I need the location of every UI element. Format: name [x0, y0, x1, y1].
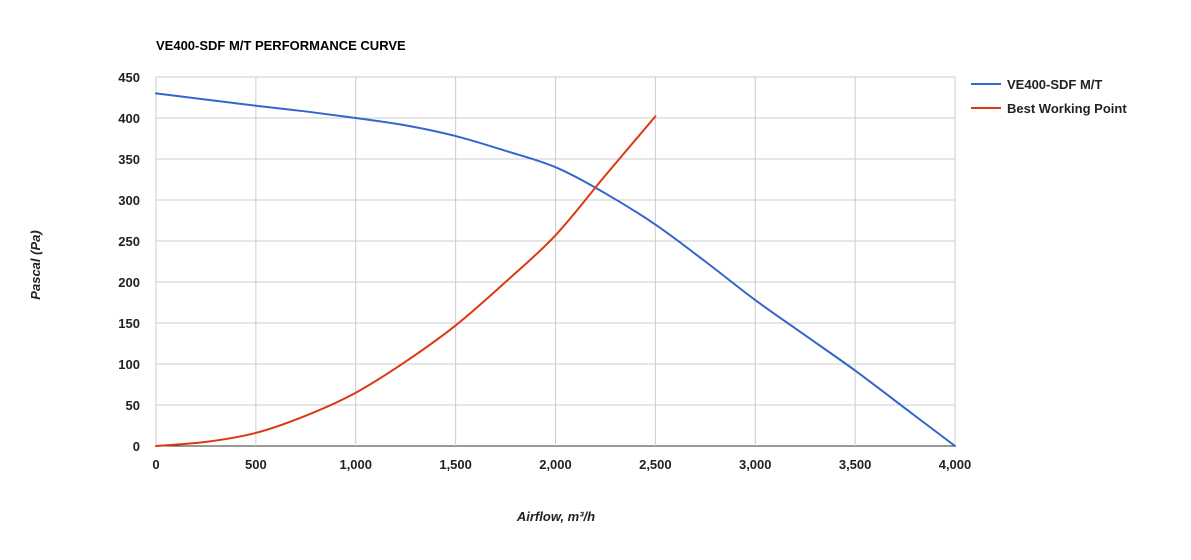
x-tick-label: 1,500: [439, 457, 472, 472]
y-tick-label: 450: [118, 70, 140, 85]
x-axis-label: Airflow, m³/h: [516, 509, 595, 524]
x-tick-label: 2,500: [639, 457, 672, 472]
y-axis-ticks: 0 50 100 150 200 250 300 350 400 450: [118, 70, 140, 454]
x-tick-label: 3,000: [739, 457, 772, 472]
series-line-2: [155, 115, 657, 447]
y-tick-label: 150: [118, 316, 140, 331]
x-tick-label: 1,000: [339, 457, 372, 472]
x-tick-label: 2,000: [539, 457, 572, 472]
y-tick-label: 400: [118, 111, 140, 126]
legend-label: VE400-SDF M/T: [1007, 77, 1102, 92]
legend: VE400-SDF M/T Best Working Point: [971, 77, 1127, 116]
y-tick-label: 250: [118, 234, 140, 249]
y-tick-label: 200: [118, 275, 140, 290]
legend-label: Best Working Point: [1007, 101, 1127, 116]
x-tick-label: 3,500: [839, 457, 872, 472]
x-tick-label: 500: [245, 457, 267, 472]
y-tick-label: 0: [133, 439, 140, 454]
series-lines: [155, 92, 956, 447]
y-tick-label: 100: [118, 357, 140, 372]
x-tick-label: 4,000: [939, 457, 972, 472]
y-tick-label: 50: [126, 398, 140, 413]
chart-title: VE400-SDF M/T PERFORMANCE CURVE: [156, 38, 406, 53]
y-tick-label: 300: [118, 193, 140, 208]
series-line-1: [155, 92, 956, 447]
x-axis-ticks: 0 500 1,000 1,500 2,000 2,500 3,000 3,500 4,000: [152, 457, 971, 472]
x-tick-label: 0: [152, 457, 159, 472]
y-tick-label: 350: [118, 152, 140, 167]
grid: [155, 76, 956, 447]
y-axis-label: Pascal (Pa): [28, 230, 43, 299]
